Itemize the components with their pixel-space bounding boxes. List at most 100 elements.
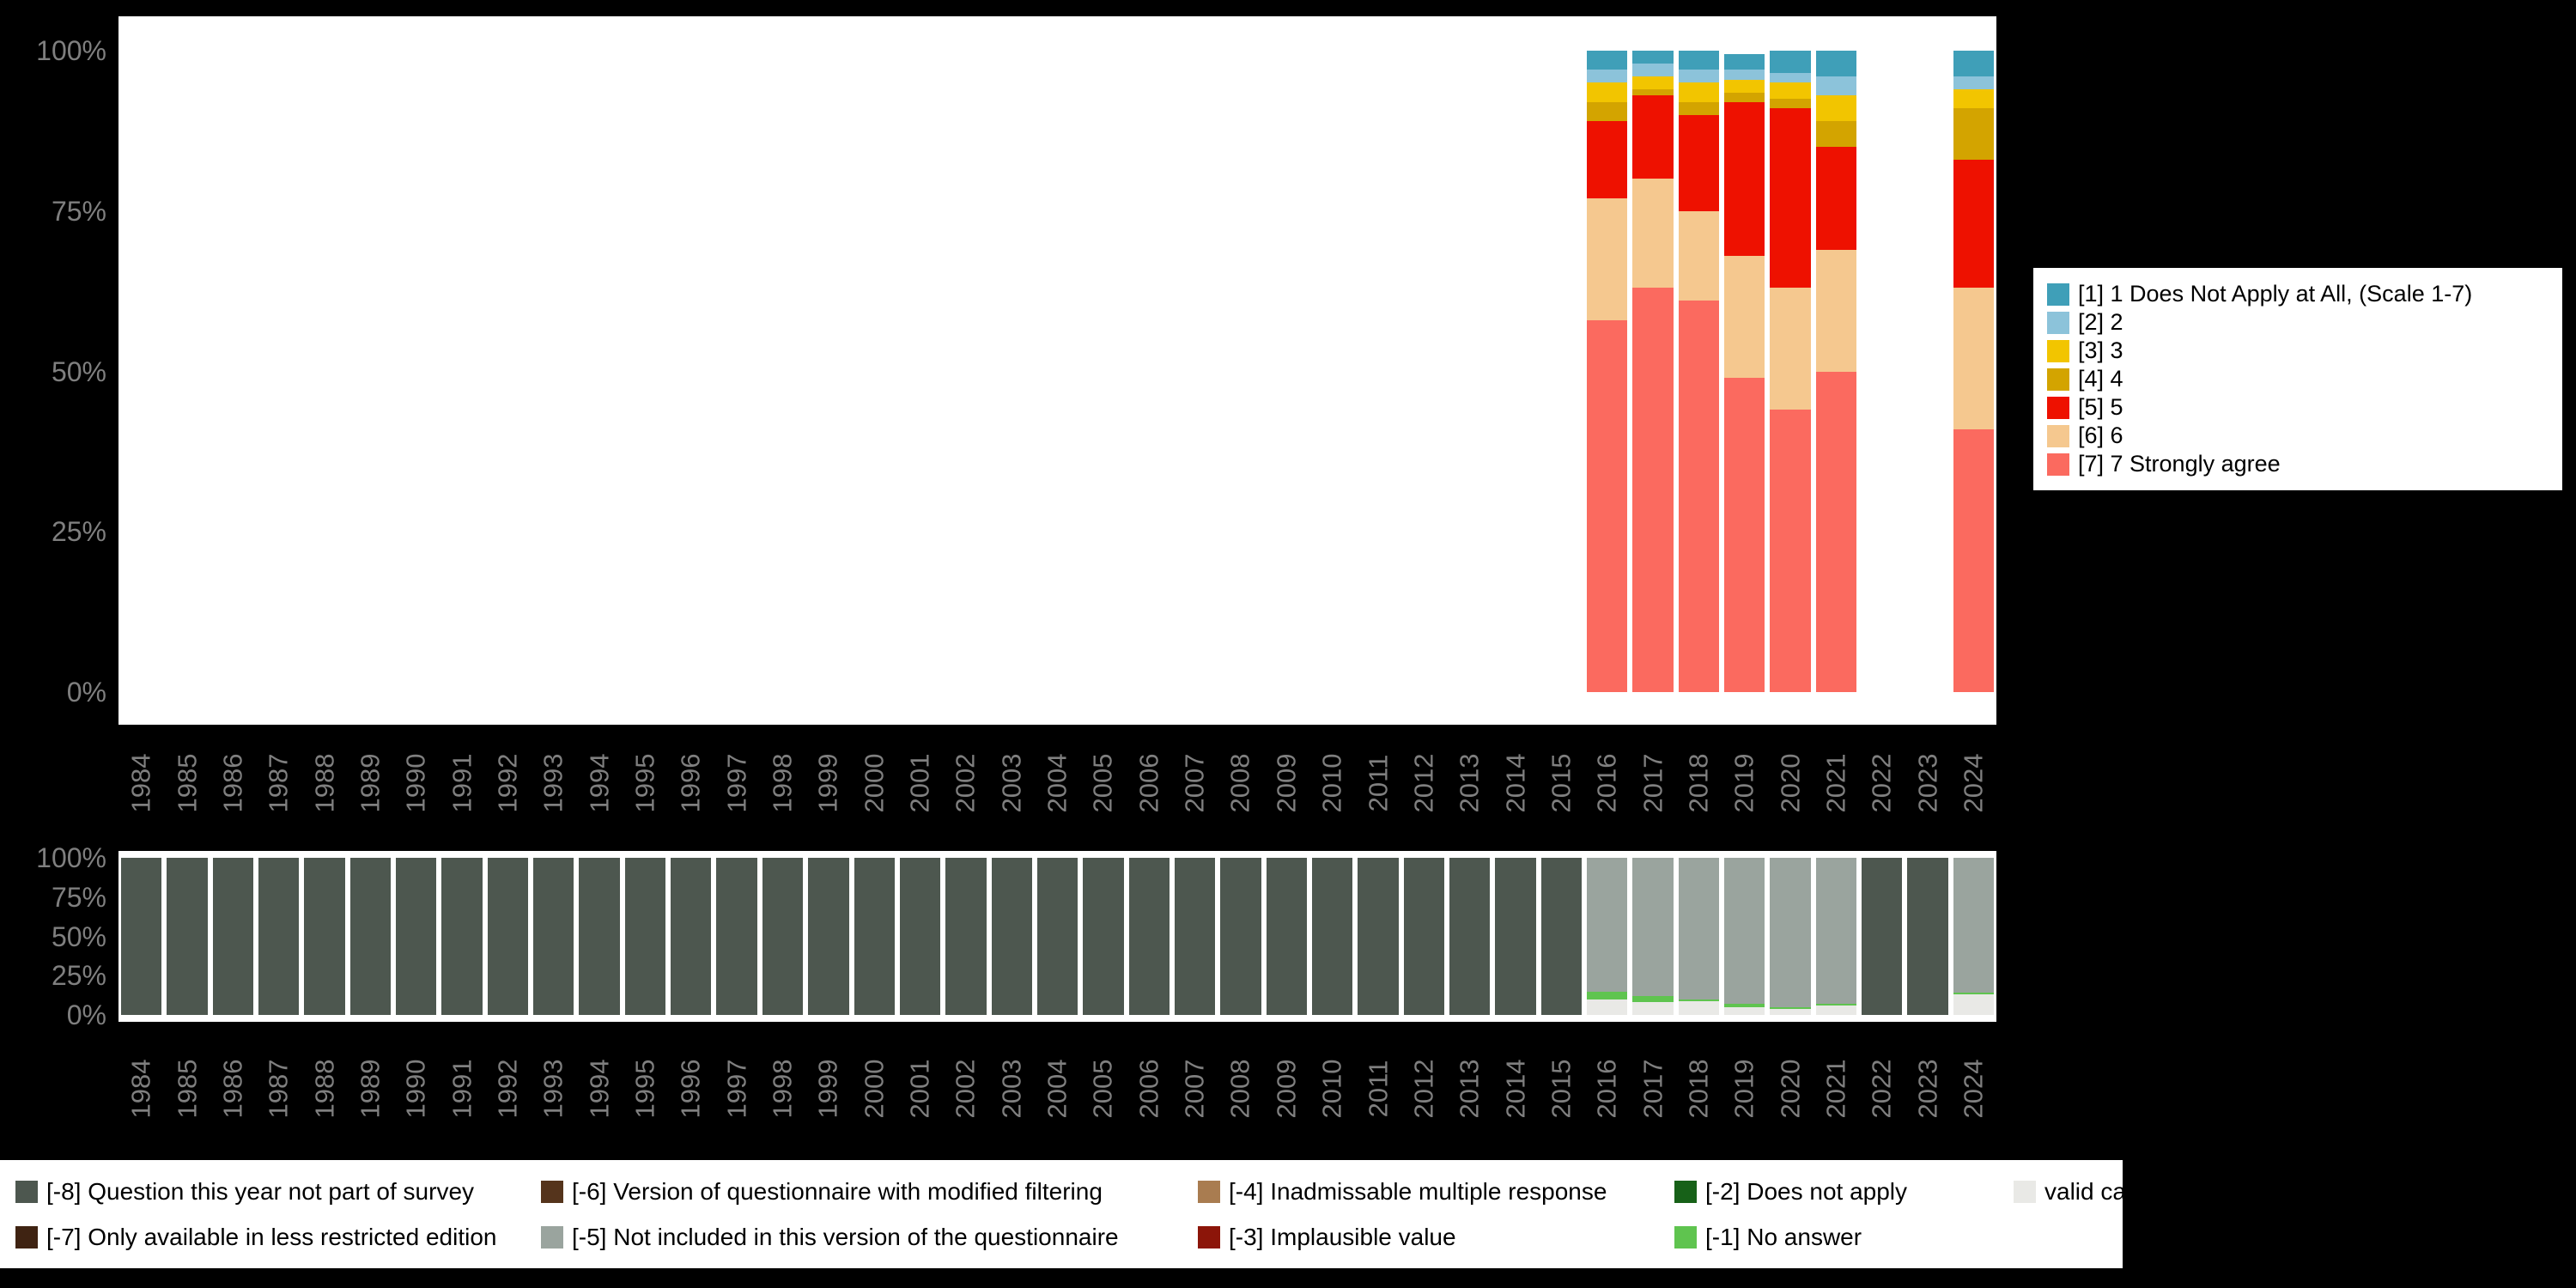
legend-label: [4] 4 <box>2078 366 2123 392</box>
bar-segment <box>624 858 666 1015</box>
bar-1989 <box>350 51 391 692</box>
y-axis-tick-label: 75% <box>51 881 106 913</box>
x-axis-tick: 2015 <box>1539 1030 1584 1146</box>
bar-2014 <box>1495 858 1536 1015</box>
x-axis-tick-label: 1987 <box>263 1059 294 1118</box>
x-axis-tick: 2004 <box>1035 1030 1080 1146</box>
x-axis-tick: 1985 <box>164 735 210 831</box>
x-axis-tick-label: 2016 <box>1591 1059 1622 1118</box>
bar-1988 <box>304 858 345 1015</box>
bar-segment <box>1587 858 1628 992</box>
x-axis-tick: 1999 <box>805 1030 851 1146</box>
x-axis-tick-label: 1985 <box>172 1059 203 1118</box>
bar-2024 <box>1953 51 1995 692</box>
x-axis-tick-label: 2001 <box>904 1059 935 1118</box>
bar-segment <box>1632 858 1674 997</box>
distribution-chart-bars <box>118 51 1996 692</box>
bar-segment <box>1587 121 1628 198</box>
bar-2015 <box>1540 858 1582 1015</box>
bar-2002 <box>945 51 986 692</box>
bar-segment <box>1678 301 1720 692</box>
bar-2018 <box>1678 858 1720 1015</box>
x-axis-tick: 1993 <box>531 1030 576 1146</box>
bar-segment <box>1770 108 1811 289</box>
legend-color-swatch <box>2047 311 2069 334</box>
bar-segment <box>1815 95 1857 122</box>
bar-1990 <box>396 51 436 692</box>
x-axis-tick: 2021 <box>1814 735 1859 831</box>
x-axis-tick-label: 2002 <box>950 1059 981 1118</box>
x-axis-tick: 2011 <box>1355 1030 1400 1146</box>
x-axis-tick: 2011 <box>1355 735 1400 831</box>
bar-1995 <box>624 858 666 1015</box>
bar-2022 <box>1862 51 1902 692</box>
x-axis-tick-label: 1988 <box>309 753 340 813</box>
x-axis-tick: 2002 <box>943 735 988 831</box>
x-axis-tick: 2004 <box>1035 735 1080 831</box>
x-axis-tick: 2007 <box>1172 1030 1218 1146</box>
bar-segment <box>1724 92 1765 102</box>
x-axis-tick: 2024 <box>1951 1030 1996 1146</box>
x-axis-tick-label: 2014 <box>1499 753 1530 813</box>
bar-segment <box>1770 82 1811 100</box>
bar-2007 <box>1174 858 1216 1015</box>
x-axis-tick: 2012 <box>1401 735 1447 831</box>
bar-segment <box>1587 82 1628 102</box>
legend-color-swatch <box>1674 1225 1697 1249</box>
bar-2019 <box>1724 858 1765 1015</box>
x-axis-tick-label: 2009 <box>1271 753 1302 813</box>
bar-1989 <box>349 858 392 1015</box>
x-axis-tick-label: 2021 <box>1820 753 1851 813</box>
bar-segment <box>1815 121 1857 148</box>
x-axis-tick-label: 1986 <box>217 753 248 813</box>
bar-segment <box>1953 88 1995 109</box>
bar-segment <box>1862 858 1903 1015</box>
x-axis-tick-label: 1993 <box>538 1059 568 1118</box>
x-axis-tick-label: 2004 <box>1042 1059 1072 1118</box>
bar-2006 <box>1128 858 1170 1015</box>
bar-2008 <box>1220 51 1261 692</box>
x-axis-tick: 1995 <box>623 735 668 831</box>
bar-2019 <box>1724 51 1765 692</box>
legend-item: [3] 3 <box>2047 337 2549 365</box>
y-axis-tick-label: 25% <box>51 516 106 548</box>
x-axis-tick: 2009 <box>1264 1030 1309 1146</box>
bar-segment <box>121 858 162 1015</box>
x-axis-tick: 1996 <box>668 735 714 831</box>
x-axis-tick: 2013 <box>1447 735 1492 831</box>
x-axis-tick-label: 2003 <box>996 1059 1027 1118</box>
bar-1988 <box>304 51 344 692</box>
bar-2006 <box>1129 51 1170 692</box>
bar-2017 <box>1632 51 1674 692</box>
bar-1986 <box>212 858 254 1015</box>
legend-label: [2] 2 <box>2078 309 2123 335</box>
bar-segment <box>1632 51 1674 64</box>
bar-segment <box>1036 858 1078 1015</box>
bar-2012 <box>1404 51 1444 692</box>
legend-item: [-4] Inadmissable multiple response <box>1198 1169 1674 1214</box>
x-axis-tick-label: 2004 <box>1042 753 1072 813</box>
bar-1998 <box>762 858 804 1015</box>
bar-segment <box>1678 114 1720 211</box>
bar-segment <box>1724 1004 1765 1007</box>
legend-color-swatch <box>541 1225 563 1249</box>
x-axis-tick-label: 2012 <box>1408 753 1439 813</box>
bar-segment <box>1770 858 1811 1007</box>
bar-1999 <box>808 858 849 1015</box>
legend-label: [-4] Inadmissable multiple response <box>1229 1177 1607 1205</box>
legend-label: [-7] Only available in less restricted e… <box>46 1223 497 1250</box>
x-axis-tick-label: 2007 <box>1179 1059 1210 1118</box>
x-axis-tick: 2024 <box>1951 735 1996 831</box>
bar-1994 <box>579 51 619 692</box>
value-scale-legend: [1] 1 Does Not Apply at All, (Scale 1-7)… <box>2033 268 2562 490</box>
bar-segment <box>258 858 300 1015</box>
x-axis-tick: 2019 <box>1722 735 1767 831</box>
bar-segment <box>1953 858 1995 993</box>
bar-segment <box>1678 858 1720 999</box>
bar-segment <box>1770 1008 1811 1015</box>
x-axis-tick: 2003 <box>989 1030 1035 1146</box>
bar-segment <box>1815 76 1857 96</box>
bar-segment <box>1770 1006 1811 1009</box>
bar-1996 <box>671 51 711 692</box>
x-axis-tick-label: 1998 <box>767 753 798 813</box>
